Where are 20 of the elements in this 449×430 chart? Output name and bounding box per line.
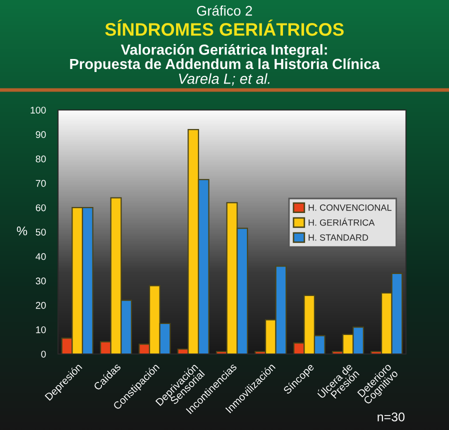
y-tick-label: 50 — [36, 228, 46, 236]
text: Gráfico 2 — [197, 5, 252, 16]
y-tick-label: 90 — [36, 131, 46, 138]
y-tick-label: 60 — [36, 204, 46, 212]
chart-title: SÍNDROMES GERIÁTRICOS — [105, 20, 344, 36]
chart-subtitle: Valoración Geriátrica Integral: Propuesta de Addendum a la Historia Clínica — [70, 44, 380, 72]
y-tick-label: 30 — [36, 278, 46, 284]
y-tick-label: 100 — [30, 106, 46, 114]
y-tick-label: 70 — [36, 180, 46, 187]
y-tick-label: 0 — [41, 350, 46, 358]
text: n=30 — [378, 412, 405, 422]
legend-label: H. CONVENCIONAL — [308, 204, 392, 211]
legend-label: H. GERIÁTRICA — [308, 218, 375, 226]
y-tick-label: 10 — [36, 326, 46, 334]
y-tick-label: 40 — [36, 253, 46, 260]
y-tick-label: 80 — [36, 156, 46, 162]
text: Varela L; et al. — [179, 73, 270, 86]
y-axis-title: % — [16, 226, 28, 236]
y-tick-label: 20 — [36, 302, 46, 309]
legend-label: H. STANDARD — [308, 234, 368, 241]
